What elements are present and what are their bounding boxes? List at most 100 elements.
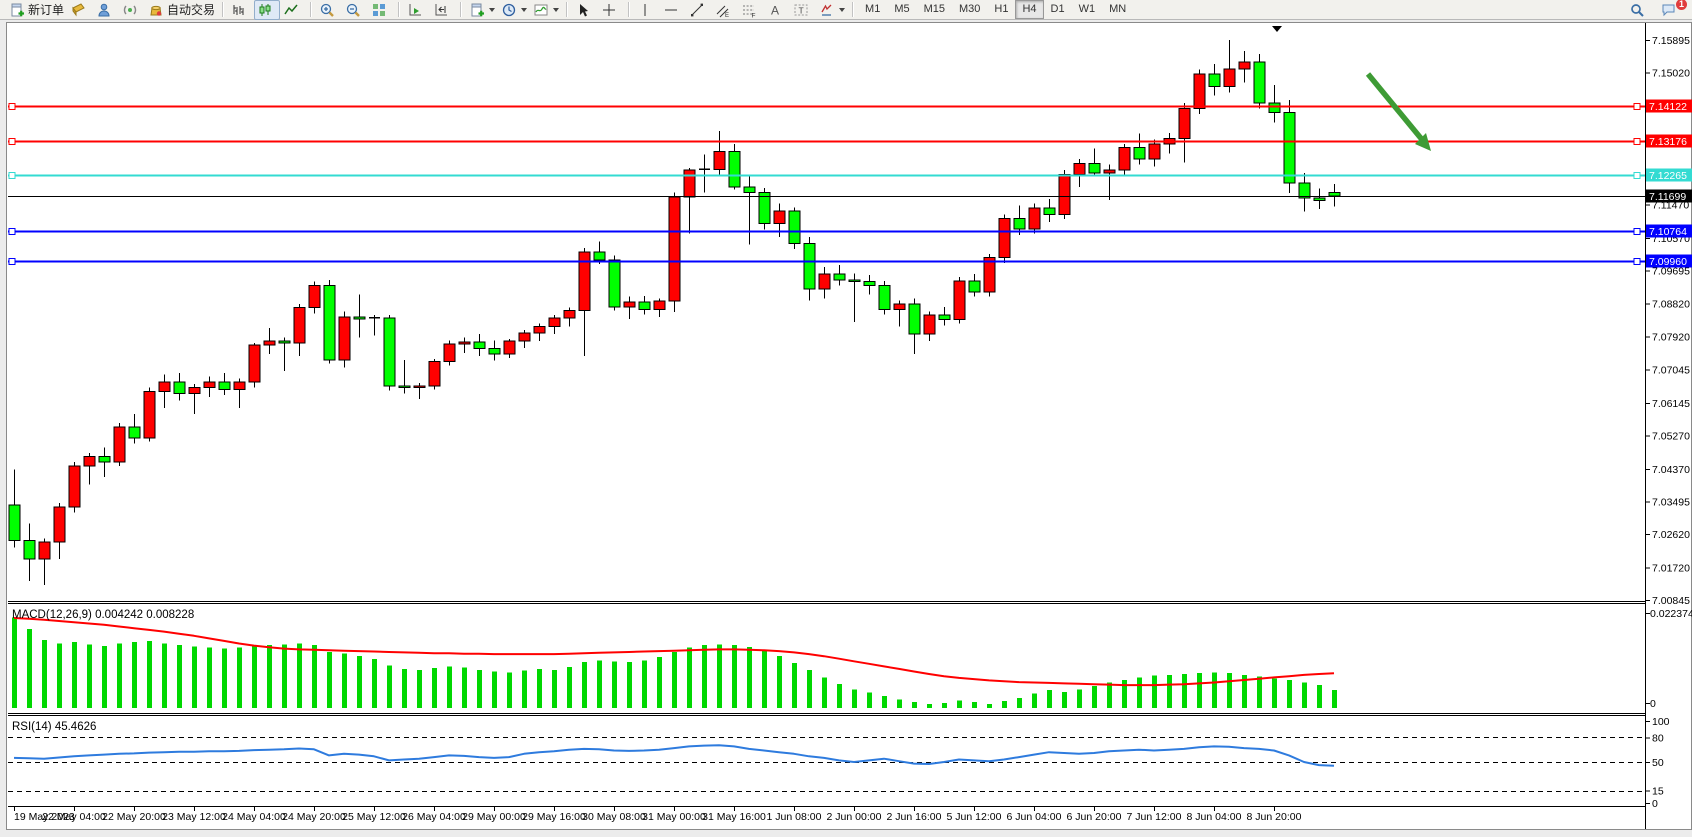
svg-text:7.14122: 7.14122 [1649,101,1687,113]
horizontal-price-lines[interactable] [8,103,1645,265]
line-handle[interactable] [1633,258,1641,265]
line-handle[interactable] [8,172,16,179]
periods-menu-button[interactable] [498,0,530,20]
timeframe-mn-button[interactable]: MN [1109,3,1127,15]
timeframe-h1-button[interactable]: H1 [994,3,1009,15]
svg-text:7.04370: 7.04370 [1652,464,1690,476]
toolbar-separator [566,2,569,17]
svg-text:30 May 08:00: 30 May 08:00 [582,811,646,823]
svg-text:F: F [752,12,756,18]
svg-text:31 May 16:00: 31 May 16:00 [702,811,766,823]
vline-icon [637,2,653,18]
price-line-badge: 7.14122 [1646,99,1692,113]
chart-shift-button[interactable] [430,0,456,20]
new-order-label: 新订单 [28,3,65,17]
svg-text:7.07920: 7.07920 [1652,332,1690,344]
tile-windows-button[interactable] [368,0,394,20]
search-button[interactable] [1626,0,1652,20]
auto-trading-button[interactable]: 自动交易 [145,0,218,20]
timeframe-m30-button[interactable]: M30 [959,3,981,15]
line-chart-mode-button[interactable] [280,0,306,20]
timeframe-m1-button[interactable]: M1 [865,3,881,15]
text-label-button[interactable]: T [790,0,816,20]
price-line-badge: 7.12265 [1646,168,1692,182]
svg-text:2 Jun 16:00: 2 Jun 16:00 [887,811,942,823]
rsi-line [13,744,1335,767]
horizontal-line-button[interactable] [660,0,686,20]
svg-text:8 Jun 20:00: 8 Jun 20:00 [1247,811,1302,823]
trendline-button[interactable] [686,0,712,20]
navigator-icon [122,2,138,18]
candlestick-mode-button[interactable] [254,0,281,20]
line-handle[interactable] [1633,103,1641,110]
toolbar-separator [310,2,313,17]
indicators-menu-button[interactable] [530,0,562,20]
navigator-button[interactable] [119,0,145,20]
trend-arrow-annotation[interactable] [1365,72,1431,151]
arrows-icon [819,2,835,18]
dropdown-caret-icon [839,7,846,12]
vertical-line-button[interactable] [634,0,660,20]
autoscroll-icon [407,2,423,18]
svg-text:T: T [799,5,804,15]
line-handle[interactable] [1633,228,1641,235]
svg-text:1 Jun 08:00: 1 Jun 08:00 [767,811,822,823]
timeframe-d1-button[interactable]: D1 [1050,3,1065,15]
line-handle[interactable] [8,228,16,235]
doc-new-icon [469,2,485,18]
svg-text:7.11699: 7.11699 [1649,191,1686,203]
price-axis-labels: 7.158957.150207.114707.105707.096957.088… [1645,35,1690,810]
timeframe-w1-button[interactable]: W1 [1078,3,1096,15]
price-line-badge: 7.13176 [1646,134,1692,148]
line-handle[interactable] [1633,172,1641,179]
doc-new-icon [9,2,25,18]
svg-text:E: E [725,13,729,18]
arrows-button[interactable] [816,0,848,20]
zoom-out-button[interactable] [342,0,368,20]
timeframe-m15-button[interactable]: M15 [923,3,945,15]
zoom-in-button[interactable] [316,0,342,20]
new-order-button[interactable]: 新订单 [6,0,67,20]
toolbar-separator [852,2,855,17]
macd-signal-line [13,617,1335,687]
auto-trading-label: 自动交易 [167,3,216,17]
svg-text:7.03495: 7.03495 [1652,496,1690,508]
new-chart-button[interactable] [466,0,498,20]
svg-text:26 May 04:00: 26 May 04:00 [402,811,466,823]
timeframe-m5-button[interactable]: M5 [894,3,910,15]
svg-text:15: 15 [1652,786,1664,798]
svg-text:7.09695: 7.09695 [1652,266,1690,278]
data-window-button[interactable] [93,0,119,20]
toolbar-separator [460,2,463,17]
bar-chart-mode-button[interactable] [228,0,254,20]
chart-canvas[interactable]: USDCNH-,H4 7.11922 7.12017 7.11669 7.116… [0,21,1692,837]
market-watch-icon [70,2,86,18]
price-line-badge: 7.09960 [1646,254,1692,268]
cursor-button[interactable] [572,0,598,20]
text-button[interactable]: A [764,0,790,20]
rsi-level-lines [8,737,1645,792]
chart-shift-marker-icon[interactable] [1272,26,1282,32]
svg-text:7.12265: 7.12265 [1649,170,1687,182]
fibonacci-button[interactable]: F [738,0,764,20]
line-handle[interactable] [8,103,16,110]
zoom-out-icon [345,2,361,18]
notifications-button[interactable]: 1 [1658,0,1687,20]
line-handle[interactable] [8,138,16,145]
svg-text:23 May 12:00: 23 May 12:00 [162,811,226,823]
equidistant-channel-button[interactable]: E [712,0,738,20]
timeframe-h4-button[interactable]: H4 [1015,0,1044,19]
line-handle[interactable] [1633,138,1641,145]
svg-text:7.08820: 7.08820 [1652,298,1690,310]
toolbar: 新订单 自动交易 E F A T M1 M5 M15 M30 H1 H4 D1 W1 MN 1 [0,0,1692,20]
svg-text:7.00845: 7.00845 [1652,595,1690,607]
market-watch-button[interactable] [67,0,93,20]
auto-scroll-button[interactable] [404,0,430,20]
toolbar-separator [628,2,631,17]
line-handle[interactable] [8,258,16,265]
svg-text:6 Jun 20:00: 6 Jun 20:00 [1067,811,1122,823]
svg-text:22 May 04:00: 22 May 04:00 [42,811,106,823]
svg-text:80: 80 [1652,732,1664,744]
crosshair-button[interactable] [598,0,624,20]
